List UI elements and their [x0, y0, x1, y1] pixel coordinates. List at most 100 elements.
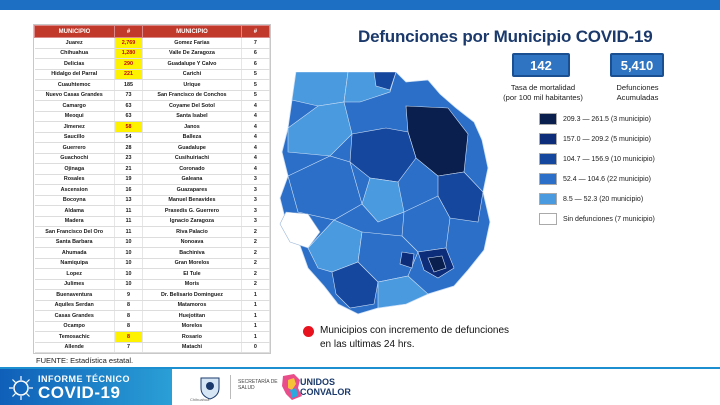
legend-swatch: [539, 193, 557, 205]
municipio-name: Chihuahua: [34, 48, 115, 59]
municipio-deaths: 11: [114, 205, 144, 217]
virus-icon: [9, 376, 33, 400]
table-row: Chihuahua 1,280 Valle De Zaragoza 6: [34, 48, 271, 59]
municipio-name: Meoqui: [34, 111, 115, 122]
table-row: Guerrero 28 Guadalupe 4: [34, 142, 271, 154]
table-row: Madera 11 Ignacio Zaragoza 3: [34, 216, 271, 227]
municipio-name: Hidalgo del Parral: [34, 69, 115, 80]
municipio-name: San Francisco Del Oro: [34, 226, 115, 238]
municipio-deaths: 11: [114, 226, 144, 238]
municipio-deaths: 4: [241, 121, 271, 133]
municipio-name: Huejotitan: [142, 310, 242, 322]
municipio-deaths: 8: [114, 331, 144, 343]
table-row: Hidalgo del Parral 221 Carichi 5: [34, 69, 271, 80]
municipio-name: Ocampo: [34, 321, 115, 332]
banner-logos: Chihuahua SECRETARÍA DE SALUD UNIDOS CON…: [172, 367, 720, 405]
table-row: Santa Barbara 10 Nonoava 2: [34, 237, 271, 248]
municipio-deaths: 3: [241, 184, 271, 196]
mortality-rate-label: Tasa de mortalidad (por 100 mil habitant…: [503, 83, 583, 102]
municipio-deaths: 11: [114, 216, 144, 227]
municipio-name: Coyame Del Sotol: [142, 100, 242, 112]
municipio-name: Aldama: [34, 205, 115, 217]
table-row: Juarez 2,769 Gomez Farias 7: [34, 37, 271, 49]
municipio-deaths: 3: [241, 174, 271, 185]
municipio-name: Bachiniva: [142, 247, 242, 259]
municipio-deaths: 2: [241, 247, 271, 259]
municipio-deaths: 185: [114, 79, 144, 91]
table-row: Camargo 63 Coyame Del Sotol 4: [34, 100, 271, 112]
municipio-name: Moris: [142, 279, 242, 290]
unidos-label: UNIDOS: [300, 377, 336, 387]
table-row: Casas Grandes 8 Huejotitan 1: [34, 310, 271, 322]
municipio-name: Ahumada: [34, 247, 115, 259]
municipio-deaths: 4: [241, 111, 271, 122]
municipio-deaths: 58: [114, 121, 144, 133]
table-row: Aldama 11 Praxedis G. Guerrero 3: [34, 205, 271, 217]
municipio-name: Matachi: [142, 342, 242, 353]
table-row: Bocoyna 13 Manuel Benavides 3: [34, 195, 271, 206]
legend-label: 52.4 — 104.6 (22 municipio): [563, 175, 651, 183]
municipio-name: Janos: [142, 121, 242, 133]
municipio-name: Julimes: [34, 279, 115, 290]
banner-covid: INFORME TÉCNICO COVID-19: [0, 367, 172, 405]
municipio-name: Ojinaga: [34, 163, 115, 175]
header-count-2: #: [240, 25, 271, 38]
municipio-name: Ascension: [34, 184, 115, 196]
table-row: Namiquipa 10 Gran Morelos 2: [34, 258, 271, 269]
legend-label: Sin defunciones (7 municipio): [563, 215, 655, 223]
table-row: Buenaventura 9 Dr. Belisario Dominguez 1: [34, 289, 271, 301]
municipio-deaths: 7: [241, 37, 271, 49]
municipio-deaths: 10: [114, 247, 144, 259]
municipio-name: El Tule: [142, 268, 242, 280]
municipio-deaths: 1: [241, 300, 271, 311]
municipio-name: Riva Palacio: [142, 226, 242, 238]
top-stripe: [0, 0, 720, 10]
table-row: Ahumada 10 Bachiniva 2: [34, 247, 271, 259]
municipio-deaths: 13: [114, 195, 144, 206]
table-row: Jimenez 58 Janos 4: [34, 121, 271, 133]
municipio-name: Lopez: [34, 268, 115, 280]
municipio-deaths: 4: [241, 153, 271, 164]
municipio-name: Morelos: [142, 321, 242, 332]
municipio-deaths: 73: [114, 90, 144, 101]
legend-item: 209.3 — 261.5 (3 municipio): [539, 113, 651, 125]
legend-item: 157.0 — 209.2 (5 municipio): [539, 133, 651, 145]
table-row: Allende 7 Matachi 0: [34, 342, 271, 353]
municipio-deaths: 10: [114, 237, 144, 248]
municipio-deaths: 5: [241, 79, 271, 91]
municipio-name: Rosales: [34, 174, 115, 185]
municipio-name: Santa Isabel: [142, 111, 242, 122]
municipio-name: Guadalupe Y Calvo: [142, 58, 242, 70]
legend-item: 8.5 — 52.3 (20 municipio): [539, 193, 643, 205]
municipio-name: San Francisco de Conchos: [142, 90, 242, 101]
municipio-deaths: 9: [114, 289, 144, 301]
legend-swatch: [539, 153, 557, 165]
municipio-name: Gran Morelos: [142, 258, 242, 269]
municipio-deaths: 23: [114, 153, 144, 164]
municipio-deaths: 3: [241, 205, 271, 217]
municipio-deaths: 5: [241, 90, 271, 101]
municipio-name: Nonoava: [142, 237, 242, 248]
legend-swatch: [539, 133, 557, 145]
municipio-name: Gomez Farias: [142, 37, 242, 49]
municipio-name: Matamoros: [142, 300, 242, 311]
municipio-name: Camargo: [34, 100, 115, 112]
header-municipio-1: MUNICIPIO: [34, 25, 115, 38]
municipio-name: Namiquipa: [34, 258, 115, 269]
municipio-name: Cuauhtemoc: [34, 79, 115, 91]
table-row: Rosales 19 Galeana 3: [34, 174, 271, 185]
municipio-name: Madera: [34, 216, 115, 227]
municipio-name: Ignacio Zaragoza: [142, 216, 242, 227]
bottom-banner: INFORME TÉCNICO COVID-19 Chihuahua SECRE…: [0, 367, 720, 405]
deaths-table: MUNICIPIO # MUNICIPIO # Juarez 2,769 Gomez…: [33, 24, 271, 354]
municipio-deaths: 4: [241, 100, 271, 112]
municipio-deaths: 4: [241, 142, 271, 154]
municipio-deaths: 63: [114, 100, 144, 112]
municipio-deaths: 54: [114, 132, 144, 143]
legend-label: 104.7 — 156.9 (10 municipio): [563, 155, 655, 163]
table-row: Temosachic 8 Rosario 1: [34, 331, 271, 343]
municipio-deaths: 6: [241, 48, 271, 59]
increment-note: Municipios con incremento de defunciones…: [320, 325, 509, 350]
table-row: Nuevo Casas Grandes 73 San Francisco de Co…: [34, 90, 271, 101]
legend-label: 209.3 — 261.5 (3 municipio): [563, 115, 651, 123]
